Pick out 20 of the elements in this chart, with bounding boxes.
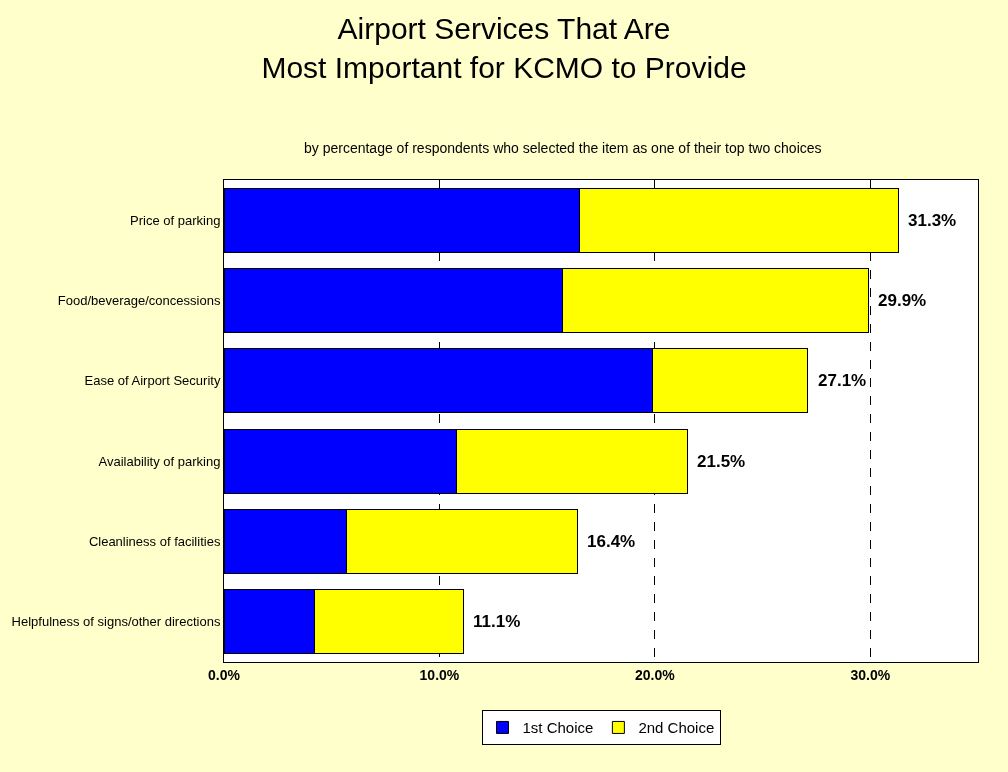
y-tick-label: Ease of Airport Security [84, 373, 221, 389]
total-label: 31.3% [908, 211, 957, 230]
total-label: 29.9% [878, 291, 927, 310]
legend-label: 2nd Choice [638, 719, 715, 737]
y-tick-label: Price of parking [130, 212, 221, 228]
chart-title: Airport Services That Are Most Important for KCMO to Provide [261, 11, 747, 84]
x-tick-label: 30.0% [850, 666, 891, 683]
total-label: 21.5% [697, 452, 746, 471]
x-tick-label: 0.0% [208, 666, 241, 683]
x-tick-label: 20.0% [635, 666, 676, 683]
y-tick-label: Food/beverage/concessions [57, 293, 221, 309]
x-tick-label: 10.0% [419, 666, 460, 683]
legend-label: 1st Choice [522, 719, 594, 737]
y-tick-label: Helpfulness of signs/other directions [11, 614, 221, 630]
total-label: 16.4% [587, 532, 636, 551]
y-tick-label: Cleanliness of facilities [88, 534, 221, 550]
chart-subtitle: by percentage of respondents who selected the item as one of their top two choices [304, 140, 822, 156]
total-label: 11.1% [473, 612, 521, 631]
total-label: 27.1% [818, 371, 867, 390]
y-tick-label: Availability of parking [98, 453, 221, 469]
